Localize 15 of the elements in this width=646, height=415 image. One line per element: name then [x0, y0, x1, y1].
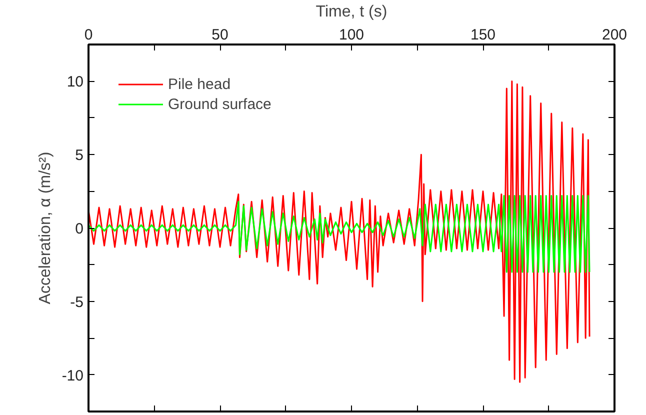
- line-series: [88, 194, 590, 273]
- y-tick-label: 5: [75, 147, 84, 164]
- y-axis-title: Acceleration, α (m/s²): [36, 152, 54, 304]
- y-tick-label: -10: [62, 367, 84, 384]
- y-tick-label: -5: [70, 294, 84, 311]
- x-tick-label: 150: [470, 26, 496, 44]
- x-tick-label: 100: [338, 26, 364, 44]
- x-tick-label: 200: [602, 26, 628, 44]
- x-tick-label: 50: [212, 26, 228, 44]
- x-axis-title: Time, t (s): [316, 4, 388, 20]
- legend-label: Ground surface: [168, 96, 272, 112]
- y-tick-label: 0: [75, 220, 84, 238]
- y-tick-label: 10: [66, 74, 84, 91]
- legend-label: Pile head: [168, 76, 231, 92]
- line-series: [88, 80, 590, 383]
